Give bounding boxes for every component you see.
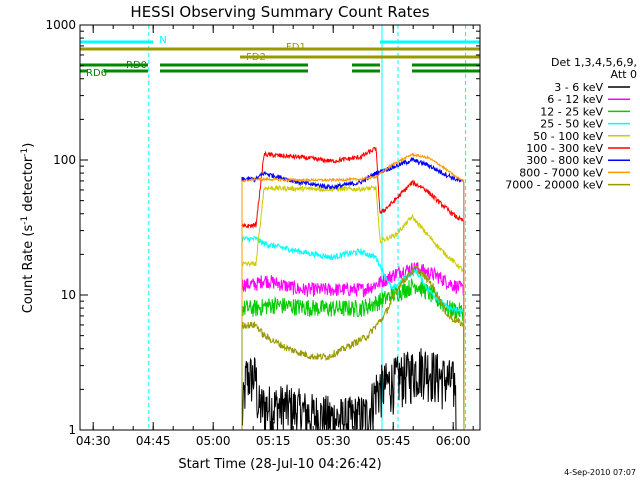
interval-label: RD0 bbox=[126, 60, 147, 71]
x-tick-label: 06:00 bbox=[436, 434, 471, 448]
axes: 04:30 04:45 05:00 05:15 05:30 05:45 06:00 1 10 10… bbox=[45, 18, 480, 448]
y-axis-label: Count Rate (s-1 detector-1) bbox=[20, 143, 36, 314]
footer-timestamp: 4-Sep-2010 07:07 bbox=[564, 468, 636, 477]
x-tick-label: 05:15 bbox=[256, 434, 291, 448]
series-line-300-800-kev bbox=[241, 156, 465, 431]
interval-label: N bbox=[159, 35, 166, 46]
legend-entry-label: 7000 - 20000 keV bbox=[505, 179, 603, 192]
series-line-6-12-kev bbox=[241, 262, 465, 431]
y-tick-label: 10 bbox=[61, 288, 76, 302]
observing-intervals: N FD1 FD2 RD0 RD6 bbox=[80, 35, 480, 79]
series-line-800-7000-kev bbox=[241, 152, 465, 431]
x-tick-label: 05:30 bbox=[316, 434, 351, 448]
x-axis-label: Start Time (28-Jul-10 04:26:42) bbox=[178, 457, 381, 472]
x-tick-label: 05:00 bbox=[196, 434, 231, 448]
interval-label: FD1 bbox=[286, 42, 306, 53]
chart-title: HESSI Observing Summary Count Rates bbox=[130, 3, 429, 21]
series-line-50-100-kev bbox=[241, 184, 465, 431]
series-line-12-25-kev bbox=[241, 277, 465, 431]
series-line-7000-20000-kev bbox=[241, 264, 465, 431]
series-line-100-300-kev bbox=[241, 147, 465, 431]
interval-label: RD6 bbox=[86, 68, 107, 79]
y-tick-label: 100 bbox=[53, 153, 76, 167]
plot-frame bbox=[79, 24, 481, 431]
x-tick-label: 05:45 bbox=[376, 434, 411, 448]
series-line-25-50-kev bbox=[241, 235, 465, 431]
y-tick-label: 1 bbox=[68, 423, 76, 437]
legend-entry-label: 300 - 800 keV bbox=[526, 154, 603, 167]
y-tick-label: 1000 bbox=[45, 18, 76, 32]
legend-header-attenuator: Att 0 bbox=[611, 68, 637, 81]
series-lines bbox=[241, 147, 465, 431]
x-tick-label: 04:30 bbox=[76, 434, 111, 448]
legend-entry-label: 3 - 6 keV bbox=[554, 81, 603, 94]
legend-header-detectors: Det 1,3,4,5,6,9, bbox=[551, 56, 637, 69]
series-line-3-6-kev bbox=[241, 348, 457, 431]
legend-entry-label: 50 - 100 keV bbox=[533, 130, 603, 143]
legend-entry-label: 800 - 7000 keV bbox=[519, 166, 603, 179]
legend-entry-label: 6 - 12 keV bbox=[547, 93, 603, 106]
legend-entry-label: 12 - 25 keV bbox=[540, 105, 603, 118]
x-tick-label: 04:45 bbox=[136, 434, 171, 448]
interval-label: FD2 bbox=[246, 52, 266, 63]
legend-entry-label: 25 - 50 keV bbox=[540, 118, 603, 131]
legend-entry-label: 100 - 300 keV bbox=[526, 142, 603, 155]
